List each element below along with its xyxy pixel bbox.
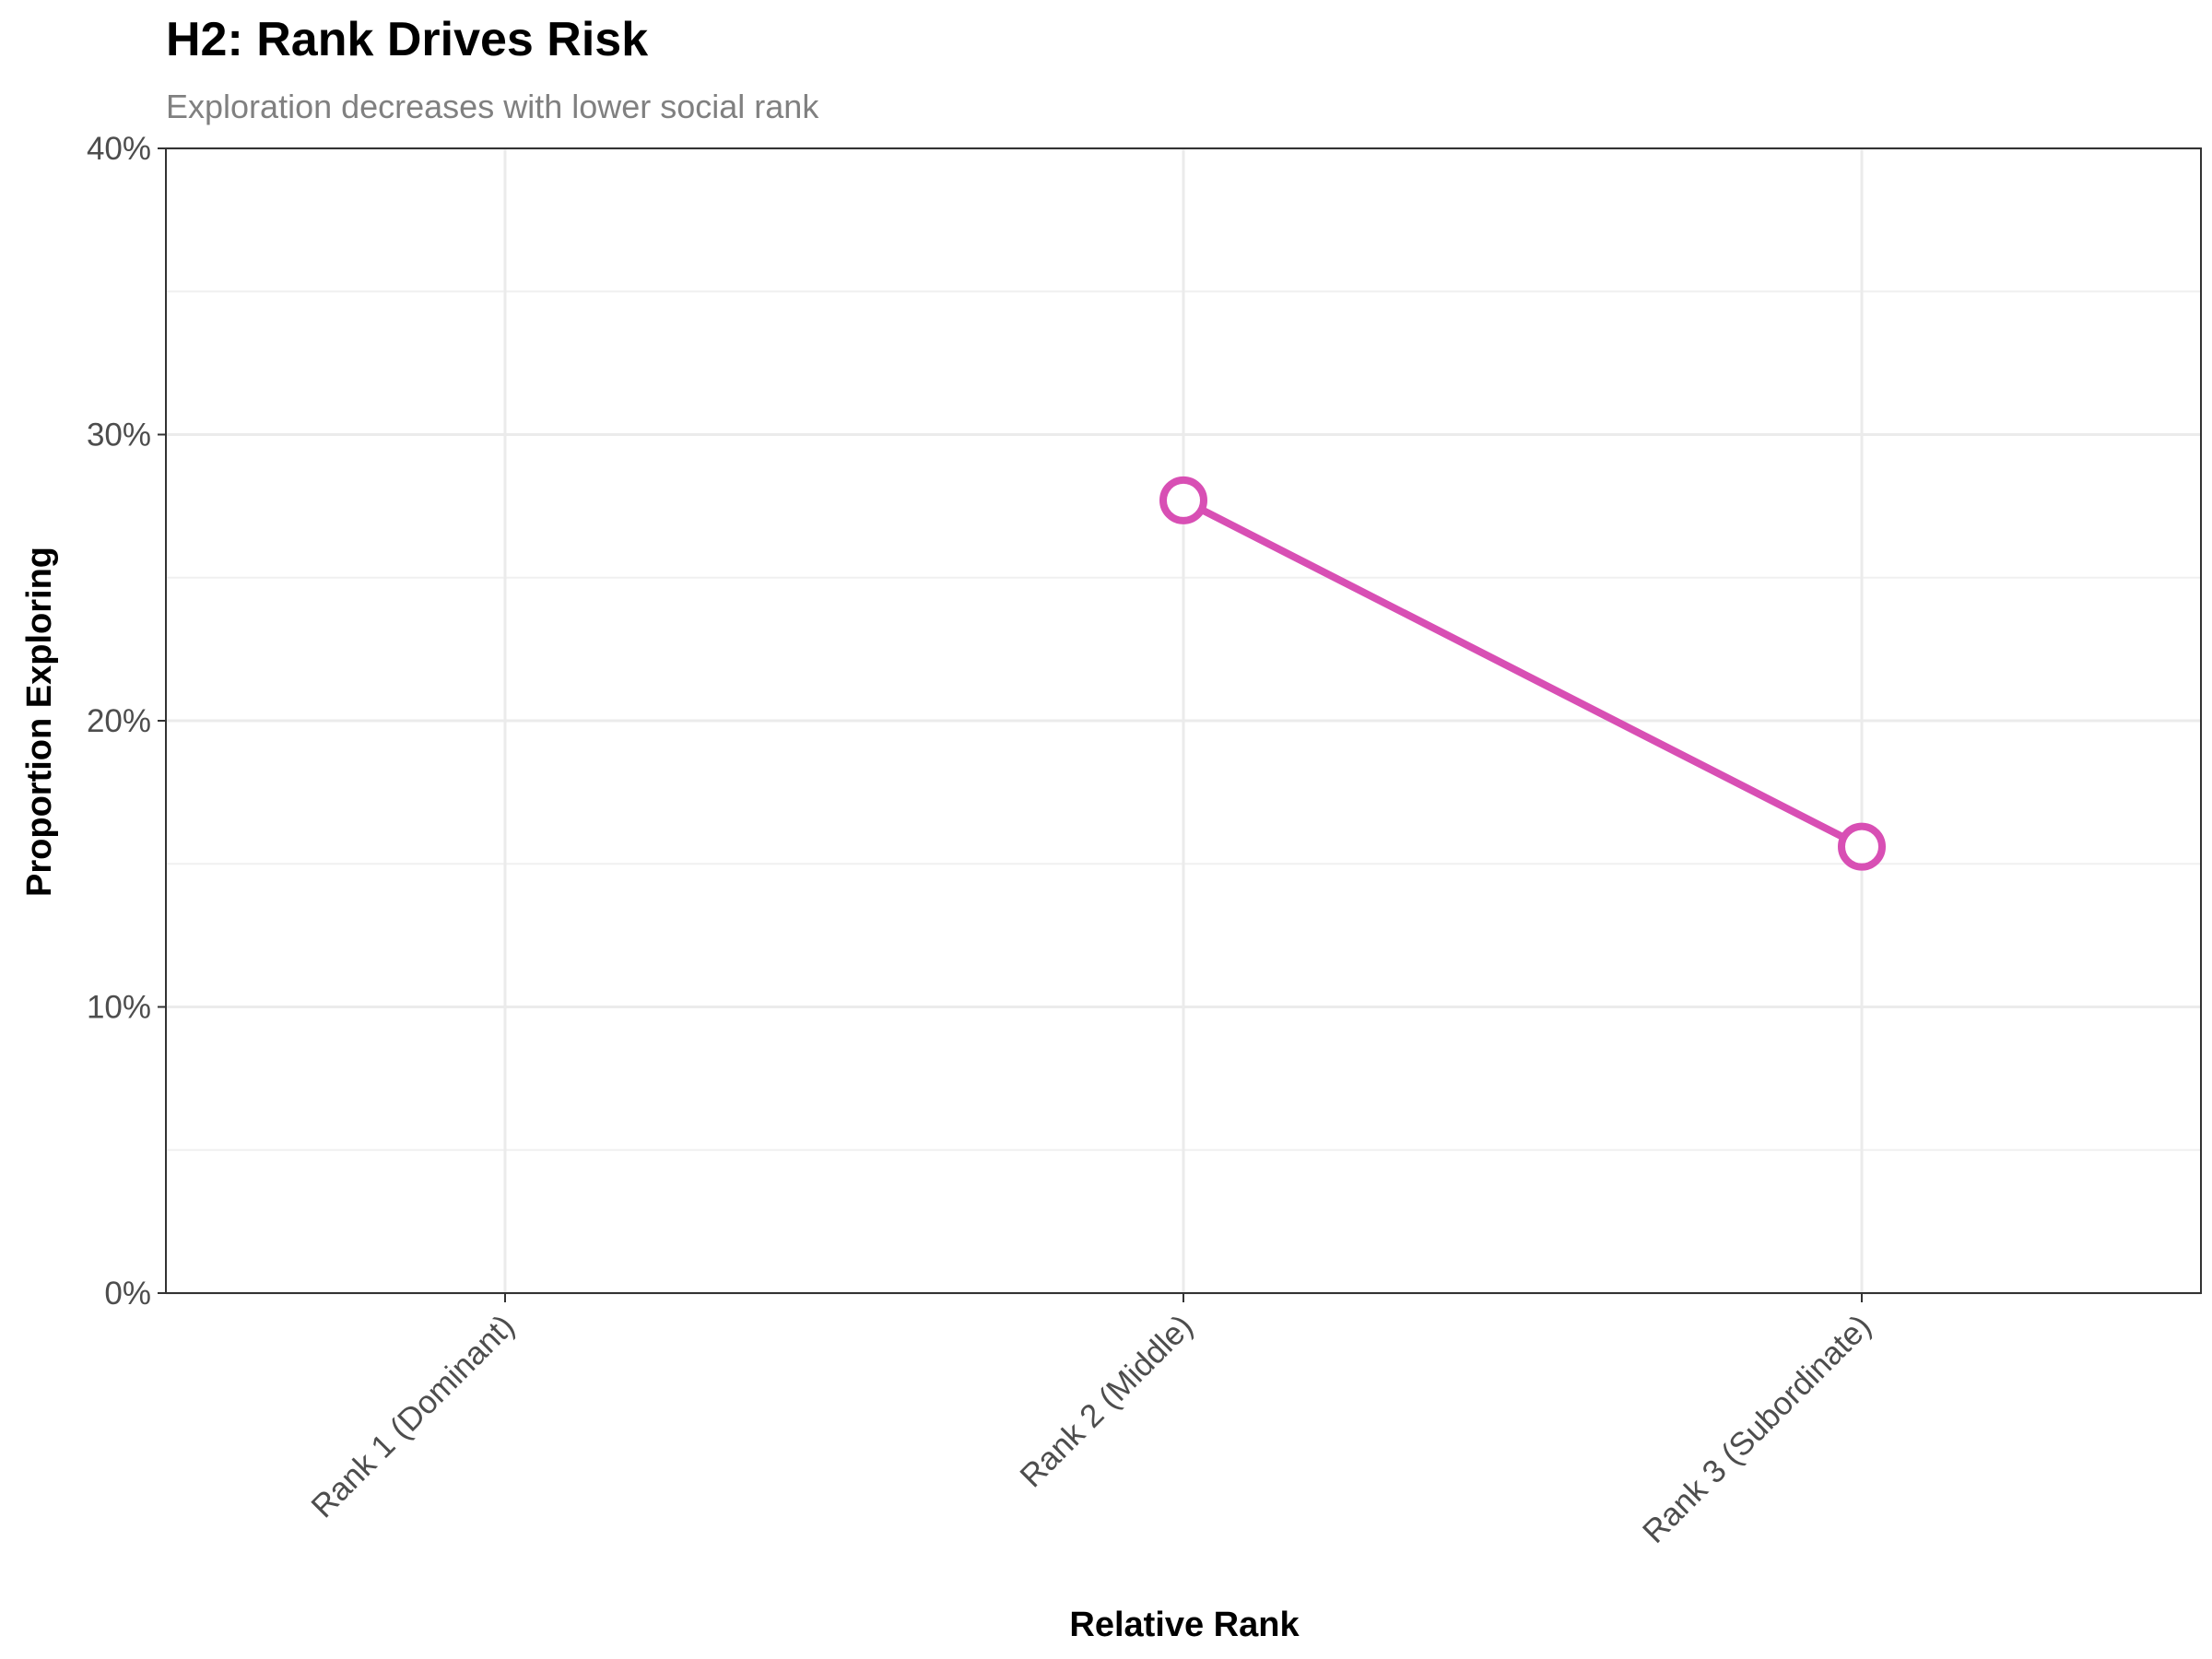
y-tick-label: 30% <box>87 418 151 453</box>
data-point <box>1838 822 1886 871</box>
y-axis-title: Proportion Exploring <box>20 547 59 897</box>
y-axis: 0% 10% 20% 30% 40% <box>87 131 166 1312</box>
chart-subtitle: Exploration decreases with lower social … <box>166 88 819 125</box>
x-tick-label: Rank 3 (Subordinate) <box>1636 1308 1878 1550</box>
chart-title: H2: Rank Drives Risk <box>166 13 648 66</box>
y-tick-label: 0% <box>104 1276 151 1312</box>
x-tick-label: Rank 2 (Middle) <box>1013 1308 1199 1494</box>
plot-marks <box>1159 476 1886 871</box>
y-tick-label: 20% <box>87 703 151 739</box>
grid <box>166 147 2201 1295</box>
x-axis-title: Relative Rank <box>1069 1606 1300 1644</box>
x-tick-label: Rank 1 (Dominant) <box>304 1308 521 1524</box>
y-tick-label: 10% <box>87 990 151 1026</box>
data-point <box>1159 476 1207 524</box>
y-tick-label: 40% <box>87 131 151 167</box>
x-axis: Rank 1 (Dominant) Rank 2 (Middle) Rank 3 (… <box>304 1293 1878 1550</box>
series-line <box>1180 496 1865 851</box>
